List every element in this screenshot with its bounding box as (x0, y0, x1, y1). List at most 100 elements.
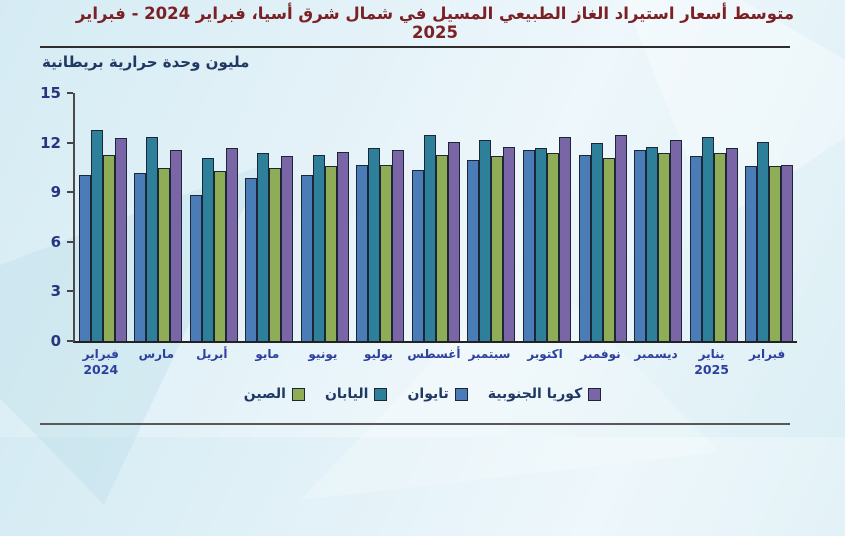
x-category-label: نوفمبر (580, 347, 621, 361)
legend-swatch (374, 387, 388, 401)
y-tick-label: 9 (50, 183, 61, 202)
x-category-label: مايو (255, 347, 280, 361)
legend-label: الصين (243, 386, 286, 402)
bar-group (630, 93, 686, 341)
y-tick-label: 15 (40, 84, 61, 102)
x-category-year: 2025 (694, 362, 729, 377)
legend-item: الصين (244, 386, 305, 402)
bar (324, 166, 337, 341)
bar (535, 148, 548, 341)
x-category-label: فبراير 2024 (73, 347, 129, 378)
chart-title: متوسط أسعار استيراد الغاز الطبيعي المسيل… (75, 4, 795, 42)
legend-item: اليابان (325, 386, 388, 402)
y-tick-mark (67, 240, 73, 243)
bar (78, 174, 91, 341)
bar (312, 154, 325, 341)
bar (559, 136, 572, 341)
bar-group (519, 93, 575, 341)
bar (392, 149, 405, 341)
bar (447, 141, 460, 341)
bar-group (242, 93, 298, 341)
legend-item: كوريا الجنوبية (488, 386, 602, 402)
bar (170, 149, 183, 341)
bar (467, 159, 480, 341)
top-divider-line (40, 46, 790, 48)
x-category-label: أبريل (196, 347, 228, 361)
plot-area (75, 93, 797, 341)
bar-group (353, 93, 409, 341)
x-category-label: فبراير (748, 347, 786, 361)
bar (102, 154, 115, 341)
x-category-label: يوليو (363, 347, 393, 361)
legend-swatch (454, 387, 468, 401)
bar-group (686, 93, 742, 341)
bar (781, 164, 794, 341)
legend-swatch (291, 387, 305, 401)
bar (547, 153, 560, 341)
y-axis: 0 3 6 9 12 15 (30, 84, 73, 350)
legend-label: اليابان (324, 386, 369, 402)
bar (590, 143, 603, 341)
y-tick-mark (67, 340, 73, 342)
x-category-label: سبتمبر (468, 347, 511, 361)
bar (491, 156, 504, 341)
chart-page: { "title": "متوسط أسعار استيراد الغاز ال… (0, 0, 845, 437)
bar (745, 166, 758, 341)
x-axis: فبراير 2024 مارس أبريل مايو يونيو يوليو أغسطس سب… (73, 347, 795, 378)
bar-group (186, 93, 242, 341)
bar (225, 148, 238, 341)
bar (146, 136, 159, 341)
bar (658, 153, 671, 341)
bar (701, 136, 714, 341)
bar (356, 164, 369, 341)
bar (114, 138, 127, 341)
bar (523, 149, 536, 341)
bottom-divider-line (40, 423, 790, 425)
bar (257, 153, 270, 341)
bar (269, 168, 282, 341)
bar (189, 194, 202, 341)
y-axis-unit-label: مليون وحدة حرارية بريطانية (42, 53, 250, 71)
bar (411, 169, 424, 341)
y-tick-mark (67, 191, 73, 194)
bar (300, 174, 313, 341)
x-category-label: اكتوبر (527, 347, 563, 361)
x-category-label: يونيو (308, 347, 338, 361)
bar (646, 146, 659, 341)
bar (713, 153, 726, 341)
y-tick-mark (67, 290, 73, 293)
bar (725, 148, 738, 341)
x-category-label: مارس (138, 347, 174, 361)
bar (602, 158, 615, 341)
y-tick-label: 12 (40, 133, 61, 152)
bar (245, 177, 258, 341)
x-category-label: يناير 2025 (684, 347, 740, 378)
bar (435, 154, 448, 341)
bar (769, 166, 782, 341)
bar (670, 139, 683, 341)
legend-swatch (588, 387, 602, 401)
x-category-label: ديسمبر (634, 347, 678, 361)
y-tick-label: 6 (50, 232, 61, 251)
x-category-year: 2024 (83, 362, 119, 377)
bar (634, 149, 647, 341)
bar-group (464, 93, 520, 341)
bar (423, 135, 436, 341)
bar (689, 156, 702, 341)
legend-label: تايوان (407, 386, 449, 402)
bar-group (408, 93, 464, 341)
y-tick-mark (67, 141, 73, 144)
bar-group (297, 93, 353, 341)
bar (479, 139, 492, 341)
bar-group (131, 93, 187, 341)
bar (201, 158, 214, 341)
legend-item: تايوان (407, 386, 468, 402)
x-category-label: أغسطس (407, 347, 461, 361)
bar-group (75, 93, 131, 341)
bar-group (741, 93, 797, 341)
bar (614, 135, 627, 341)
bar (336, 151, 349, 341)
bar (281, 156, 294, 341)
bar (368, 148, 381, 341)
bar (578, 154, 591, 341)
